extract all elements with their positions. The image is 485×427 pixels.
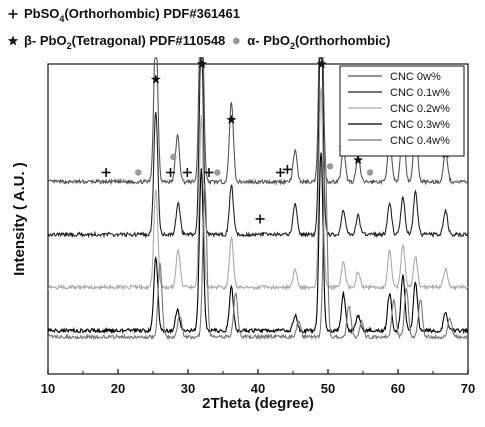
x-tick-label: 50 [321, 381, 335, 396]
phase-legend-label: PbSO4(Orthorhombic) PDF#361461 [24, 6, 240, 24]
x-axis: 10 20 30 40 50 60 70 [41, 369, 475, 396]
peak-marker-plus [166, 168, 175, 177]
peak-marker-plus [275, 168, 285, 177]
circle-icon [232, 37, 240, 45]
phase-legend-label: β- PbO2(Tetragonal) PDF#110548 [24, 33, 225, 51]
x-tick-label: 10 [41, 381, 55, 396]
peak-marker-star [316, 58, 327, 69]
x-tick-label: 70 [461, 381, 475, 396]
legend-entry: CNC 0.2w% [390, 103, 450, 115]
peak-marker-star [197, 58, 207, 69]
peak-marker-plus [204, 168, 214, 177]
peak-marker-circle [135, 169, 142, 176]
series-line [47, 162, 469, 341]
peak-marker-circle [214, 169, 221, 176]
x-tick-label: 60 [391, 381, 405, 396]
peak-marker-circle [366, 169, 374, 176]
series-line [47, 152, 469, 335]
series-line [47, 57, 469, 239]
peak-marker-star [226, 114, 237, 125]
peak-marker-plus [182, 168, 192, 177]
star-icon [7, 35, 19, 46]
legend-entry: CNC 0.4w% [390, 135, 450, 147]
legend-entry: CNC 0.1w% [390, 87, 450, 99]
peak-marker-plus [101, 168, 111, 177]
peak-marker-circle [170, 153, 177, 161]
x-tick-label: 40 [251, 381, 265, 396]
legend-entry: CNC 0.3w% [390, 119, 450, 131]
peak-marker-circle [326, 163, 334, 170]
series-layer [47, 57, 469, 341]
x-axis-title: 2Theta (degree) [202, 395, 314, 412]
x-tick-label: 20 [111, 381, 125, 396]
x-tick-label: 30 [181, 381, 195, 396]
series-legend: CNC 0w% CNC 0.1w% CNC 0.2w% CNC 0.3w% CNC 0.… [339, 65, 465, 157]
peak-marker-plus [255, 214, 265, 224]
phase-legend: PbSO4(Orthorhombic) PDF#361461 β- PbO2(Te… [7, 6, 390, 51]
plus-icon [8, 9, 18, 19]
y-axis-title: Intensity ( A.U. ) [11, 162, 28, 276]
peak-marker-star [150, 74, 161, 84]
peak-marker-star [353, 154, 364, 165]
legend-entry: CNC 0w% [390, 71, 441, 83]
series-line [47, 57, 469, 186]
peak-marker-plus [282, 164, 292, 174]
series-line [47, 87, 469, 291]
phase-legend-label: α- PbO2(Orthorhombic) [247, 33, 390, 51]
series-legend-box [339, 65, 465, 157]
